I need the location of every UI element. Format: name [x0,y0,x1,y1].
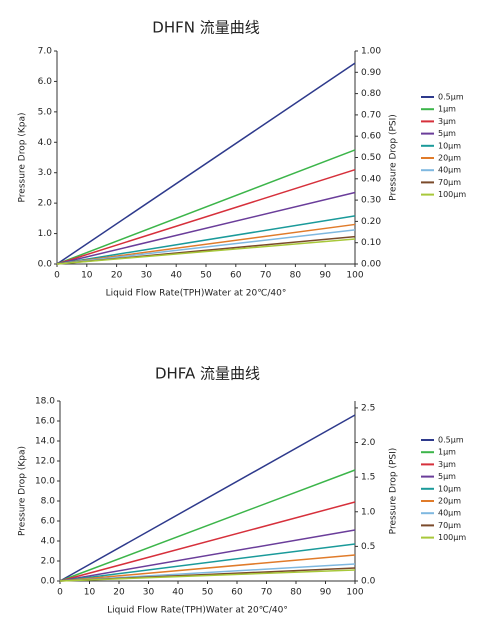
legend-label: 70μm [438,521,461,530]
y-tick-label: 0.0 [38,260,53,270]
y2-tick-label: 0.50 [361,153,381,163]
y2-tick-label: 0.80 [361,89,381,99]
legend-label: 1μm [438,105,456,114]
y-axis-label: Pressure Drop (Kpa) [18,113,28,203]
series-line [56,191,356,265]
x-tick-label: 0 [54,271,60,281]
series-line [56,215,356,265]
y-axis-label: Pressure Drop (Kpa) [18,446,28,536]
y-tick-label: 6.0 [41,517,56,527]
x-tick-label: 10 [81,271,93,281]
x-tick-label: 90 [319,271,331,281]
legend-label: 70μm [438,178,461,187]
y2-tick-label: 0.90 [361,68,381,78]
x-tick-label: 100 [346,271,363,281]
series-line [56,62,356,265]
y2-tick-label: 0.10 [361,238,381,248]
series-line [59,414,356,582]
y2-tick-label: 0.00 [361,260,381,270]
y2-tick-label: 0.5 [361,542,375,552]
y-tick-label: 2.0 [38,199,53,209]
x-tick-label: 50 [202,588,214,598]
legend-label: 100μm [438,190,466,199]
y-tick-label: 0.0 [41,577,56,587]
y-tick-label: 1.0 [38,229,53,239]
y2-tick-label: 0.60 [361,132,381,142]
x-tick-label: 40 [170,271,182,281]
series-line [56,223,356,265]
series-line [59,529,356,582]
y2-tick-label: 1.0 [361,507,376,517]
legend-label: 20μm [438,497,461,506]
y2-axis-label: Pressure Drop (PSI) [389,448,399,535]
series-line [56,229,356,265]
legend-label: 0.5μm [438,436,464,445]
series-line [56,149,356,265]
legend-label: 5μm [438,129,456,138]
legend-label: 3μm [438,460,456,469]
legend-label: 0.5μm [438,93,464,102]
chart-title: DHFA 流量曲线 [155,365,260,383]
x-tick-label: 50 [200,271,212,281]
x-tick-label: 10 [84,588,96,598]
legend-label: 1μm [438,448,456,457]
y-tick-label: 2.0 [41,557,56,567]
y-tick-label: 4.0 [41,537,56,547]
series-line [59,569,356,582]
y-tick-label: 12.0 [35,457,55,467]
series-line [56,238,356,265]
x-tick-label: 70 [260,271,272,281]
x-axis-label: Liquid Flow Rate(TPH)Water at 20℃/40° [106,289,287,299]
x-tick-label: 40 [172,588,184,598]
legend-label: 10μm [438,484,461,493]
legend-label: 40μm [438,509,461,518]
y-tick-label: 7.0 [38,47,53,57]
x-tick-label: 30 [141,271,153,281]
x-tick-label: 80 [290,271,302,281]
legend-label: 100μm [438,533,466,542]
x-tick-label: 20 [113,588,125,598]
series-line [59,501,356,582]
y-tick-label: 3.0 [38,168,53,178]
y-tick-label: 5.0 [38,107,53,117]
series-line [59,543,356,582]
y-tick-label: 14.0 [35,437,55,447]
x-tick-label: 80 [290,588,302,598]
y2-tick-label: 0.30 [361,196,381,206]
x-tick-label: 100 [346,588,363,598]
y2-tick-label: 0.70 [361,110,381,120]
y-tick-label: 8.0 [41,497,56,507]
y-tick-label: 4.0 [38,138,53,148]
x-tick-label: 20 [111,271,123,281]
legend-label: 10μm [438,141,461,150]
x-tick-label: 60 [231,588,243,598]
x-tick-label: 0 [57,588,63,598]
x-tick-label: 60 [230,271,242,281]
x-axis-label: Liquid Flow Rate(TPH)Water at 20℃/40° [107,606,288,616]
y-tick-label: 18.0 [35,397,55,407]
y-tick-label: 16.0 [35,417,55,427]
y2-tick-label: 2.0 [361,438,376,448]
y-tick-label: 6.0 [38,77,53,87]
x-tick-label: 90 [320,588,332,598]
legend-label: 3μm [438,117,456,126]
y-tick-label: 10.0 [35,477,55,487]
y2-tick-label: 1.00 [361,47,381,57]
series-line [56,168,356,265]
y2-tick-label: 1.5 [361,473,375,483]
legend-label: 5μm [438,472,456,481]
legend-label: 40μm [438,166,461,175]
series-line [59,469,356,582]
y2-tick-label: 0.20 [361,217,381,227]
series-line [59,554,356,582]
y2-axis-label: Pressure Drop (PSI) [389,114,399,201]
y2-tick-label: 0.40 [361,174,381,184]
y2-tick-label: 2.5 [361,403,375,413]
x-tick-label: 30 [143,588,155,598]
legend-label: 20μm [438,154,461,163]
x-tick-label: 70 [261,588,273,598]
y2-tick-label: 0.0 [361,577,376,587]
chart-title: DHFN 流量曲线 [152,19,259,37]
